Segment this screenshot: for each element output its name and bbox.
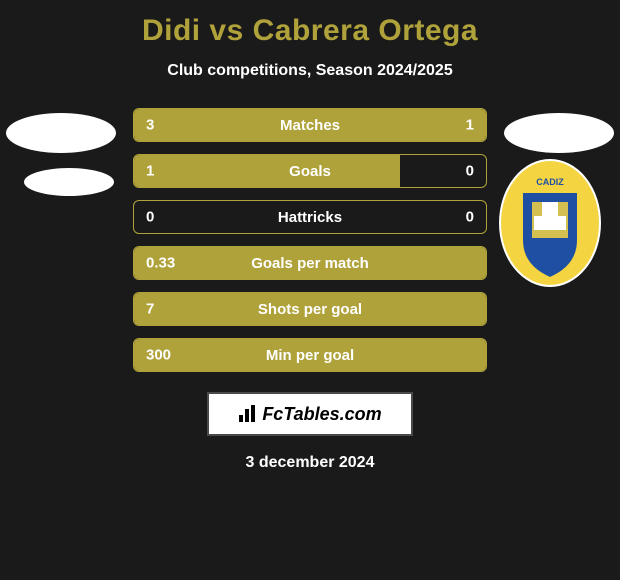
stat-row: 10Goals [133, 154, 487, 188]
stat-row: 300Min per goal [133, 338, 487, 372]
stats-area: CADIZ 31Matches 10Goals 00Hattricks 0.33Goa… [0, 108, 620, 472]
brand-badge[interactable]: FcTables.com [207, 392, 413, 436]
stat-label: Shots per goal [134, 301, 486, 318]
stat-row: 7Shots per goal [133, 292, 487, 326]
subtitle: Club competitions, Season 2024/2025 [167, 62, 452, 80]
page-title: Didi vs Cabrera Ortega [142, 14, 478, 48]
stat-label: Min per goal [134, 347, 486, 364]
stat-label: Hattricks [134, 209, 486, 226]
svg-text:CADIZ: CADIZ [536, 177, 564, 187]
bars-icon [238, 405, 258, 423]
brand-label: FcTables.com [238, 404, 381, 425]
player-right-avatar [504, 113, 614, 153]
stat-label: Goals per match [134, 255, 486, 272]
player-left-avatar-small [24, 168, 114, 196]
stat-row: 31Matches [133, 108, 487, 142]
stat-row: 00Hattricks [133, 200, 487, 234]
stat-label: Matches [134, 117, 486, 134]
stat-label: Goals [134, 163, 486, 180]
player-left-avatar [6, 113, 116, 153]
club-crest: CADIZ [498, 158, 602, 288]
comparison-card: Didi vs Cabrera Ortega Club competitions… [0, 0, 620, 482]
stat-row: 0.33Goals per match [133, 246, 487, 280]
snapshot-date: 3 december 2024 [246, 454, 375, 472]
